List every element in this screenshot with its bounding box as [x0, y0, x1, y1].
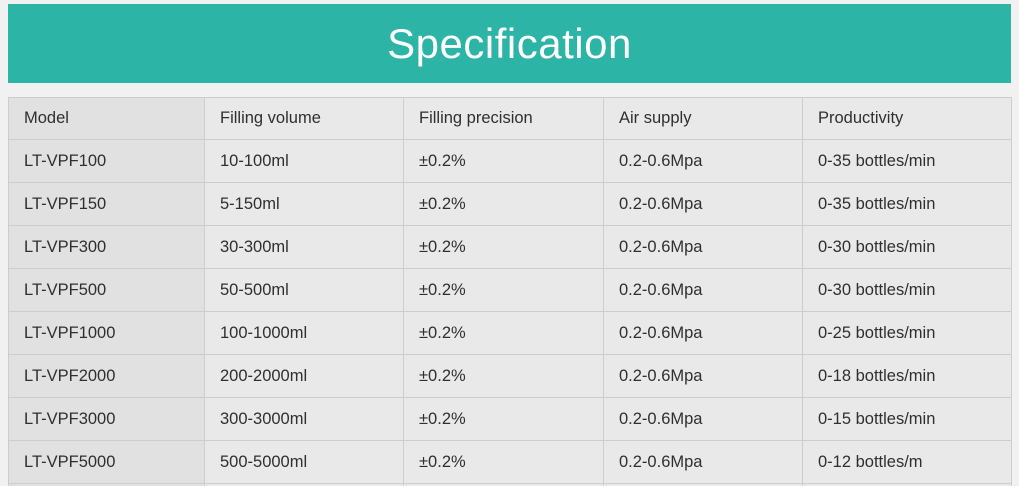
table-cell-filling_precision: ±0.2% [403, 225, 604, 269]
table-row-partial [8, 483, 1012, 486]
table-row: LT-VPF5000 500-5000ml ±0.2% 0.2-0.6Mpa 0-12 … [8, 440, 1012, 484]
table-cell-air_supply: 0.2-0.6Mpa [603, 397, 803, 441]
column-header-filling_precision: Filling precision [403, 97, 604, 140]
table-row: LT-VPF300 30-300ml ±0.2% 0.2-0.6Mpa 0-30 bot… [8, 225, 1012, 269]
table-cell-model: LT-VPF2000 [8, 354, 205, 398]
spec-table-container: Model Filling volume Filling precision Air … [8, 97, 1012, 486]
table-cell-empty [802, 483, 1012, 486]
table-cell-filling_precision: ±0.2% [403, 182, 604, 226]
table-cell-filling_volume: 10-100ml [204, 139, 404, 183]
table-cell-filling_volume: 300-3000ml [204, 397, 404, 441]
table-cell-model: LT-VPF300 [8, 225, 205, 269]
table-cell-model: LT-VPF150 [8, 182, 205, 226]
page-title: Specification [387, 19, 632, 67]
table-row: LT-VPF3000 300-3000ml ±0.2% 0.2-0.6Mpa 0-15 … [8, 397, 1012, 441]
table-cell-filling_precision: ±0.2% [403, 139, 604, 183]
table-cell-filling_precision: ±0.2% [403, 354, 604, 398]
table-cell-filling_volume: 5-150ml [204, 182, 404, 226]
table-cell-productivity: 0-35 bottles/min [802, 139, 1012, 183]
table-cell-filling_volume: 30-300ml [204, 225, 404, 269]
table-row: LT-VPF500 50-500ml ±0.2% 0.2-0.6Mpa 0-30 bot… [8, 268, 1012, 312]
table-cell-air_supply: 0.2-0.6Mpa [603, 311, 803, 355]
table-cell-filling_precision: ±0.2% [403, 397, 604, 441]
specification-banner: Specification [8, 4, 1011, 83]
spec-table: Model Filling volume Filling precision Air … [8, 97, 1012, 486]
table-row: LT-VPF1000 100-1000ml ±0.2% 0.2-0.6Mpa 0-25 … [8, 311, 1012, 355]
table-cell-model: LT-VPF5000 [8, 440, 205, 484]
table-cell-model: LT-VPF1000 [8, 311, 205, 355]
table-cell-productivity: 0-30 bottles/min [802, 268, 1012, 312]
table-cell-productivity: 0-35 bottles/min [802, 182, 1012, 226]
table-cell-model: LT-VPF3000 [8, 397, 205, 441]
column-header-air_supply: Air supply [603, 97, 803, 140]
table-cell-filling_precision: ±0.2% [403, 440, 604, 484]
table-cell-air_supply: 0.2-0.6Mpa [603, 225, 803, 269]
table-cell-filling_precision: ±0.2% [403, 268, 604, 312]
spec-table-header-row: Model Filling volume Filling precision Air … [8, 97, 1012, 140]
table-row: LT-VPF150 5-150ml ±0.2% 0.2-0.6Mpa 0-35 bott… [8, 182, 1012, 226]
table-row: LT-VPF2000 200-2000ml ±0.2% 0.2-0.6Mpa 0-18 … [8, 354, 1012, 398]
table-cell-filling_volume: 500-5000ml [204, 440, 404, 484]
table-cell-filling_volume: 200-2000ml [204, 354, 404, 398]
table-cell-air_supply: 0.2-0.6Mpa [603, 354, 803, 398]
table-cell-model: LT-VPF100 [8, 139, 205, 183]
table-row: LT-VPF100 10-100ml ±0.2% 0.2-0.6Mpa 0-35 bot… [8, 139, 1012, 183]
table-cell-model: LT-VPF500 [8, 268, 205, 312]
table-cell-productivity: 0-25 bottles/min [802, 311, 1012, 355]
table-cell-filling_volume: 100-1000ml [204, 311, 404, 355]
table-cell-filling_volume: 50-500ml [204, 268, 404, 312]
table-cell-productivity: 0-30 bottles/min [802, 225, 1012, 269]
spec-table-body: LT-VPF100 10-100ml ±0.2% 0.2-0.6Mpa 0-35 bot… [8, 139, 1012, 486]
table-cell-productivity: 0-18 bottles/min [802, 354, 1012, 398]
table-cell-filling_precision: ±0.2% [403, 311, 604, 355]
table-cell-air_supply: 0.2-0.6Mpa [603, 182, 803, 226]
table-cell-air_supply: 0.2-0.6Mpa [603, 440, 803, 484]
column-header-filling_volume: Filling volume [204, 97, 404, 140]
column-header-productivity: Productivity [802, 97, 1012, 140]
table-cell-air_supply: 0.2-0.6Mpa [603, 268, 803, 312]
table-cell-productivity: 0-12 bottles/m [802, 440, 1012, 484]
column-header-model: Model [8, 97, 205, 140]
table-cell-air_supply: 0.2-0.6Mpa [603, 139, 803, 183]
table-cell-productivity: 0-15 bottles/min [802, 397, 1012, 441]
